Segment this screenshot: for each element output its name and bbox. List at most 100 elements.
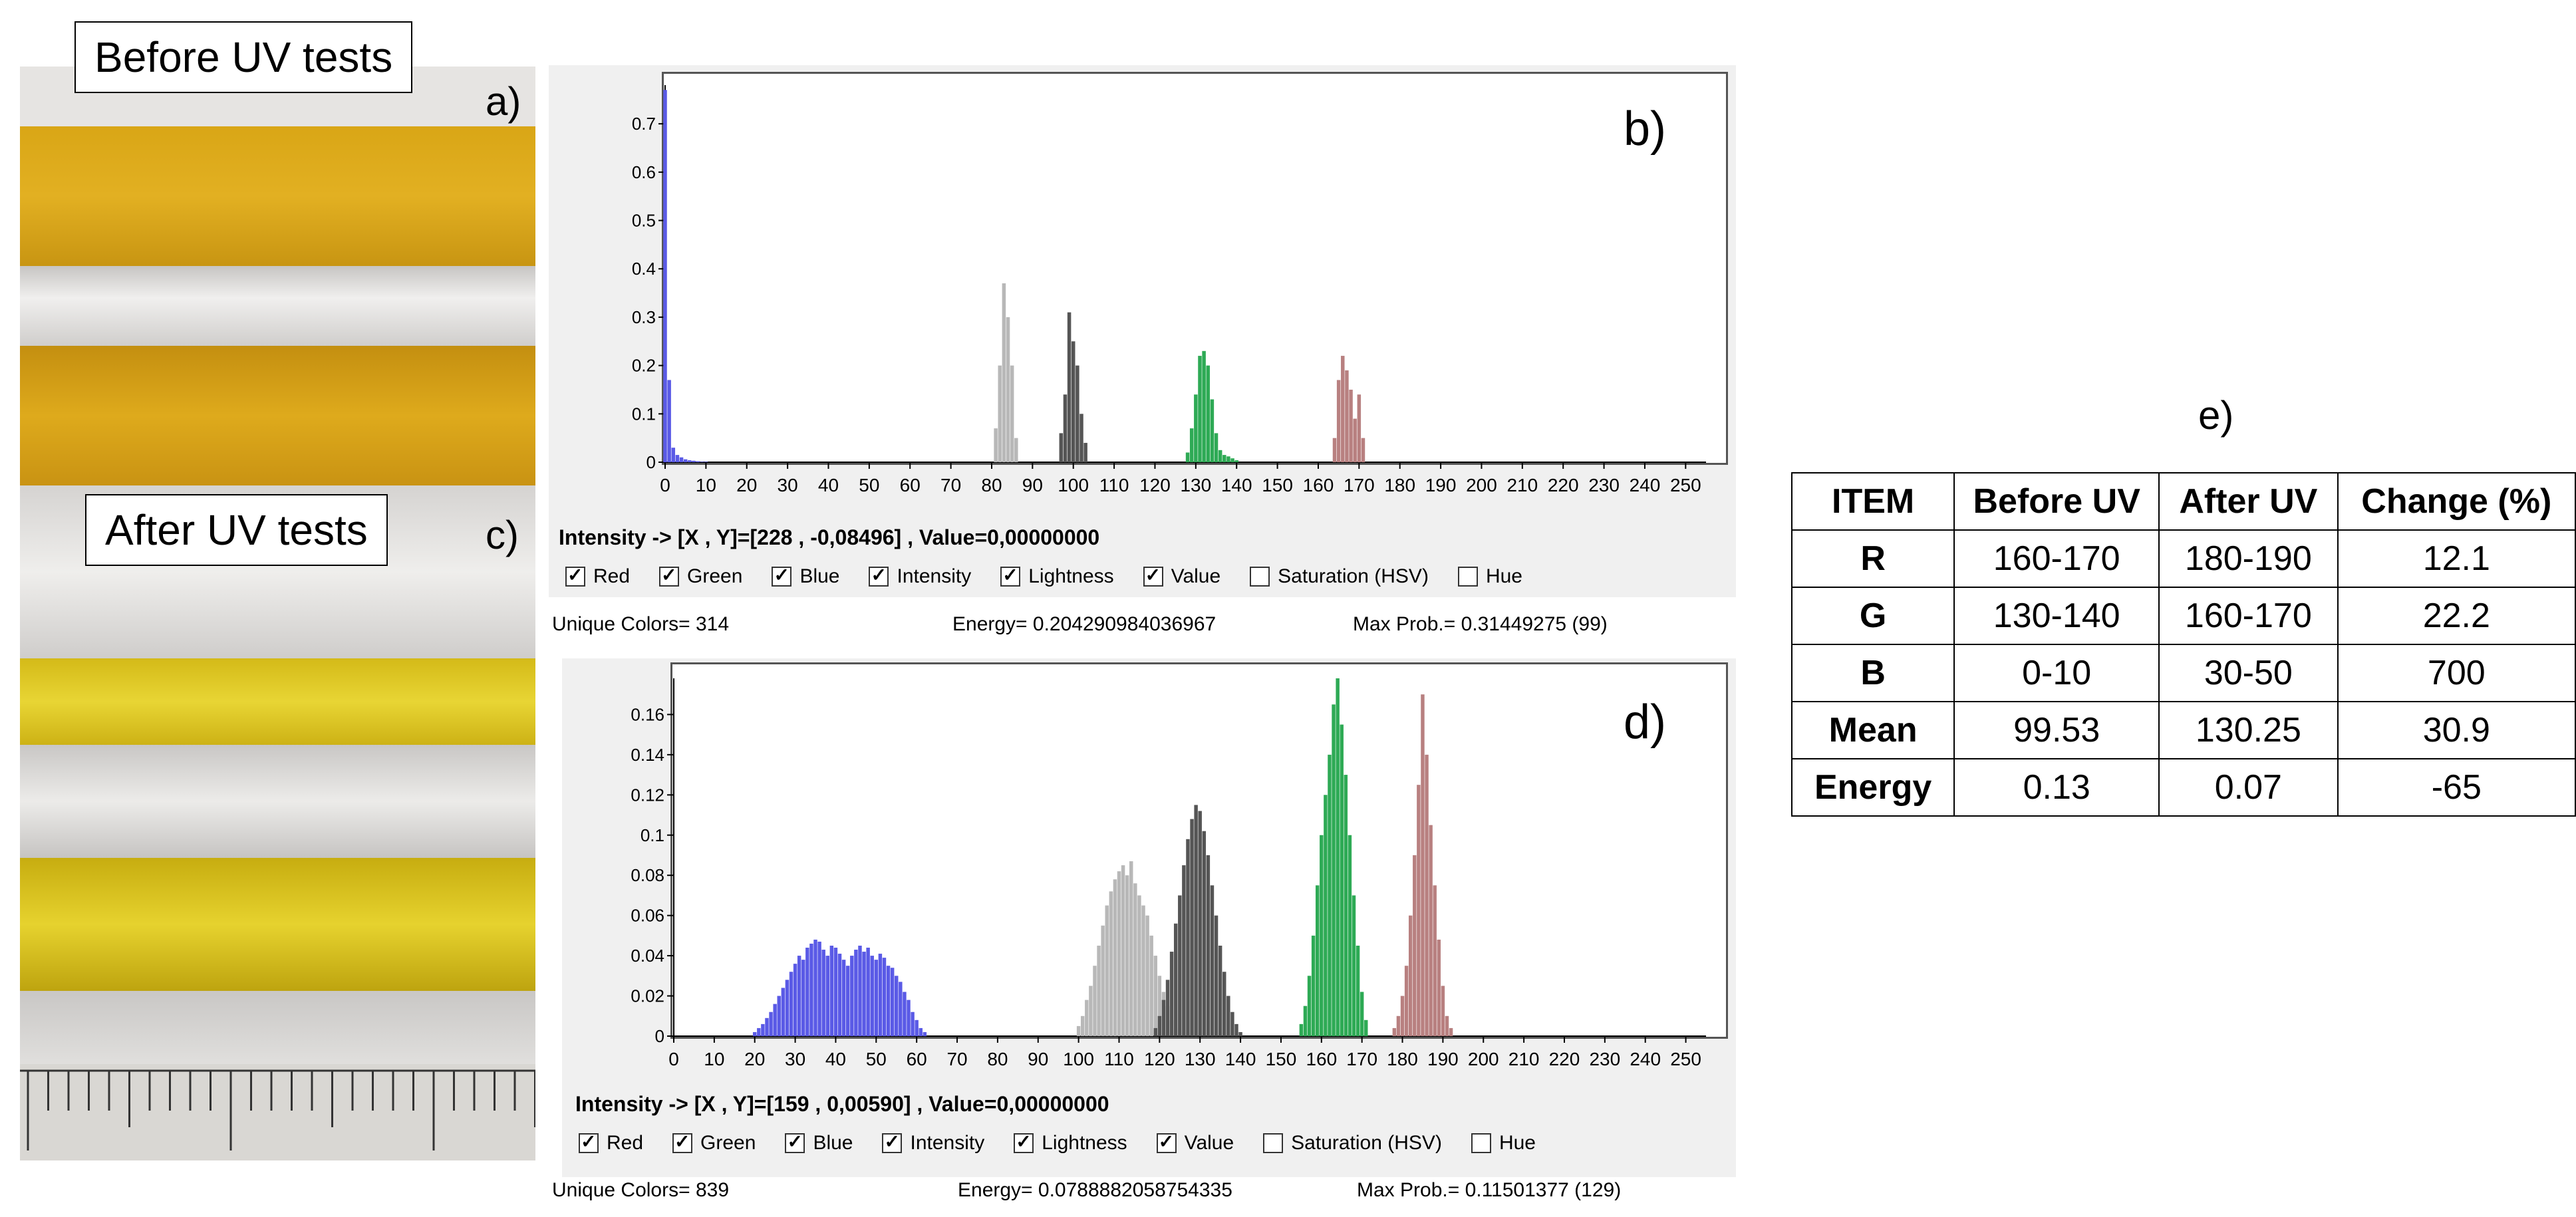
x-tick-label: 110 bbox=[1104, 1049, 1134, 1069]
histogram-bar-green bbox=[1222, 455, 1226, 462]
histogram-bar-dark_gray bbox=[1218, 945, 1222, 1036]
histogram-bar-red bbox=[1433, 885, 1437, 1036]
panel-label-e: e) bbox=[2198, 393, 2234, 438]
histogram-bar-blue bbox=[761, 1023, 765, 1036]
checkbox-label: Saturation (HSV) bbox=[1291, 1132, 1442, 1154]
histogram-bar-green bbox=[1230, 458, 1234, 462]
channel-checkbox-blue[interactable]: Blue bbox=[785, 1131, 853, 1154]
histogram-bar-blue bbox=[841, 960, 846, 1036]
channel-checkbox-hue[interactable]: Hue bbox=[1471, 1132, 1536, 1154]
histogram-bar-light_gray bbox=[1080, 1015, 1085, 1036]
checkbox-label: Saturation (HSV) bbox=[1278, 565, 1429, 587]
histogram-bar-dark_gray bbox=[1198, 811, 1202, 1036]
table-row: G 130-140 160-170 22.2 bbox=[1790, 587, 2576, 645]
histogram-bar-blue bbox=[870, 956, 874, 1036]
checkbox-box[interactable] bbox=[1156, 1131, 1177, 1153]
channel-checkbox-lightness[interactable]: Lightness bbox=[1014, 1131, 1127, 1154]
histogram-bar-green bbox=[1356, 945, 1360, 1036]
checkbox-box[interactable] bbox=[772, 564, 792, 587]
table-cell: B bbox=[1790, 644, 1955, 702]
stripe-yellow bbox=[20, 858, 535, 991]
x-tick-label: 180 bbox=[1384, 475, 1415, 495]
checkbox-label: Intensity bbox=[897, 565, 972, 587]
channel-checkbox-hue[interactable]: Hue bbox=[1457, 565, 1522, 588]
checkbox-box[interactable] bbox=[1014, 1131, 1034, 1153]
histogram-bar-red bbox=[1404, 966, 1409, 1036]
channel-checkbox-value[interactable]: Value bbox=[1143, 564, 1220, 588]
channel-checkbox-lightness[interactable]: Lightness bbox=[1000, 564, 1114, 588]
y-tick-label: 0.06 bbox=[631, 906, 664, 926]
x-tick-label: 190 bbox=[1425, 475, 1457, 495]
after-uv-label: After UV tests bbox=[85, 494, 388, 566]
histogram-bar-dark_gray bbox=[1059, 433, 1064, 462]
histogram-bar-blue bbox=[890, 968, 895, 1036]
channel-checkboxes-b: Red Green Blue Intensity Lightness Value Satur… bbox=[565, 564, 1552, 588]
checkbox-box[interactable] bbox=[869, 564, 889, 587]
channel-checkbox-red[interactable]: Red bbox=[565, 564, 630, 588]
histogram-bar-blue bbox=[886, 966, 891, 1036]
checkbox-label: Green bbox=[687, 565, 743, 587]
checkbox-box[interactable] bbox=[1143, 564, 1163, 587]
histogram-bar-green bbox=[1218, 450, 1222, 462]
histogram-bar-dark_gray bbox=[1182, 865, 1186, 1036]
channel-checkbox-green[interactable]: Green bbox=[672, 1131, 756, 1154]
intensity-readout-b: Intensity -> [X , Y]=[228 , -0,08496] , … bbox=[559, 525, 1100, 549]
histogram-bar-blue bbox=[911, 1012, 915, 1036]
checkbox-box[interactable] bbox=[659, 564, 680, 587]
checkbox-box[interactable] bbox=[1000, 564, 1021, 587]
checkbox-label: Lightness bbox=[1042, 1132, 1127, 1154]
histogram-bar-blue bbox=[757, 1027, 761, 1036]
histogram-bar-light_gray bbox=[1121, 865, 1125, 1036]
table-row: Mean 99.53 130.25 30.9 bbox=[1790, 701, 2576, 759]
channel-checkbox-blue[interactable]: Blue bbox=[772, 564, 839, 588]
checkbox-box[interactable] bbox=[1457, 567, 1478, 587]
checkbox-box[interactable] bbox=[1250, 567, 1270, 587]
histogram-bar-blue bbox=[789, 972, 793, 1036]
x-tick-label: 20 bbox=[736, 475, 757, 495]
table-cell: 700 bbox=[2337, 644, 2576, 702]
checkbox-box[interactable] bbox=[565, 564, 585, 587]
histogram-bar-dark_gray bbox=[1067, 312, 1072, 462]
histogram-bar-green bbox=[1189, 428, 1194, 462]
y-tick-label: 0.5 bbox=[632, 211, 656, 231]
histogram-bar-green bbox=[1344, 775, 1348, 1036]
x-tick-label: 130 bbox=[1180, 475, 1211, 495]
x-tick-label: 80 bbox=[981, 475, 1002, 495]
channel-checkbox-saturation-hsv[interactable]: Saturation (HSV) bbox=[1250, 565, 1429, 588]
histogram-bar-red bbox=[1408, 915, 1413, 1036]
channel-checkbox-intensity[interactable]: Intensity bbox=[869, 564, 972, 588]
checkbox-box[interactable] bbox=[1471, 1133, 1491, 1153]
checkbox-box[interactable] bbox=[672, 1131, 693, 1153]
table-header: Change (%) bbox=[2337, 472, 2576, 531]
channel-checkbox-green[interactable]: Green bbox=[659, 564, 743, 588]
x-tick-label: 60 bbox=[907, 1049, 927, 1069]
channel-checkbox-value[interactable]: Value bbox=[1156, 1131, 1234, 1154]
channel-checkbox-saturation-hsv[interactable]: Saturation (HSV) bbox=[1263, 1132, 1442, 1154]
histogram-bar-blue bbox=[854, 950, 858, 1036]
histogram-bar-green bbox=[1299, 1023, 1304, 1036]
checkbox-box[interactable] bbox=[1263, 1133, 1284, 1153]
histogram-bar-blue bbox=[671, 448, 676, 462]
x-tick-label: 30 bbox=[785, 1049, 805, 1069]
x-tick-label: 70 bbox=[940, 475, 961, 495]
channel-checkbox-intensity[interactable]: Intensity bbox=[882, 1131, 984, 1154]
table-cell: R bbox=[1790, 529, 1955, 588]
stripe-yellow bbox=[20, 126, 535, 266]
x-tick-label: 10 bbox=[696, 475, 716, 495]
checkbox-box[interactable] bbox=[785, 1131, 805, 1153]
histogram-bar-light_gray bbox=[1149, 935, 1153, 1036]
checkbox-box[interactable] bbox=[579, 1131, 599, 1153]
histogram-bar-light_gray bbox=[1133, 883, 1137, 1036]
histogram-bar-green bbox=[1307, 976, 1312, 1036]
x-tick-label: 90 bbox=[1028, 1049, 1048, 1069]
histogram-bar-red bbox=[1357, 394, 1361, 462]
checkbox-box[interactable] bbox=[882, 1131, 903, 1153]
histogram-bar-blue bbox=[797, 956, 801, 1036]
x-tick-label: 190 bbox=[1427, 1049, 1459, 1069]
histogram-bar-light_gray bbox=[1093, 966, 1097, 1036]
x-tick-label: 120 bbox=[1144, 1049, 1175, 1069]
stripe-white bbox=[20, 266, 535, 346]
table-cell: Energy bbox=[1790, 758, 1955, 817]
channel-checkbox-red[interactable]: Red bbox=[579, 1131, 643, 1154]
table-cell: 160-170 bbox=[1953, 529, 2160, 588]
